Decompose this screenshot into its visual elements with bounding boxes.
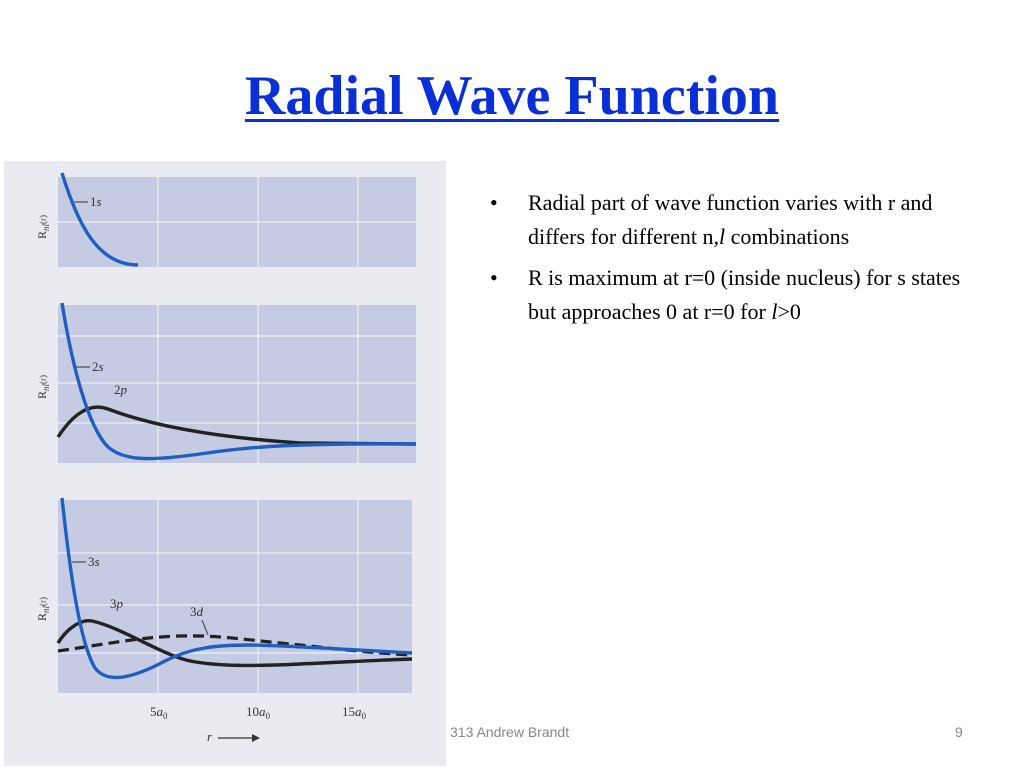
panel-1s: 1s Rnl(r)	[35, 172, 416, 267]
curve-label-3d: 3d	[190, 604, 204, 619]
x-tick-label: 5a0	[150, 704, 168, 721]
bullet-list: • Radial part of wave function varies wit…	[490, 186, 990, 336]
curve-label-2p: 2p	[114, 382, 128, 397]
curve-3p	[56, 619, 413, 668]
bullet-icon: •	[490, 265, 498, 290]
slide-title: Radial Wave Function	[244, 65, 780, 127]
curve-label-3p: 3p	[110, 596, 124, 611]
grid-lines	[58, 177, 416, 267]
curve-1s	[60, 172, 139, 267]
y-axis-label: Rnl(r)	[35, 597, 51, 621]
curve-label-3s: 3s	[88, 554, 100, 569]
y-axis-label: Rnl(r)	[35, 375, 51, 399]
y-axis-label: Rnl(r)	[35, 215, 51, 239]
curve-2p	[56, 405, 417, 446]
curve-label-1s: 1s	[90, 194, 102, 209]
curve-label-2s: 2s	[92, 359, 104, 374]
page-number: 9	[955, 724, 963, 740]
plot-area	[58, 305, 416, 463]
grid-lines	[58, 305, 416, 463]
radial-wave-function-figure: 1s Rnl(r) 2s 2p Rnl(r)	[4, 161, 446, 766]
bullet-icon: •	[490, 190, 498, 215]
x-axis-tick-labels: 5a0 10a0 15a0	[150, 704, 367, 721]
x-tick-label: 10a0	[246, 704, 271, 721]
arrow-right-icon	[218, 734, 260, 742]
curve-2s	[60, 302, 417, 461]
curve-3s	[60, 497, 413, 680]
x-tick-label: 15a0	[342, 704, 367, 721]
grid-lines	[58, 500, 412, 693]
bullet-item: • R is maximum at r=0 (inside nucleus) fo…	[490, 261, 990, 329]
x-axis-label: r	[207, 729, 213, 744]
footer-text: 313 Andrew Brandt	[450, 724, 570, 740]
panel-3s-3p-3d: 3s 3p 3d Rnl(r)	[35, 497, 413, 693]
bullet-item: • Radial part of wave function varies wit…	[490, 186, 990, 254]
label-leader-3d	[201, 619, 209, 636]
panel-2s-2p: 2s 2p Rnl(r)	[35, 302, 417, 463]
